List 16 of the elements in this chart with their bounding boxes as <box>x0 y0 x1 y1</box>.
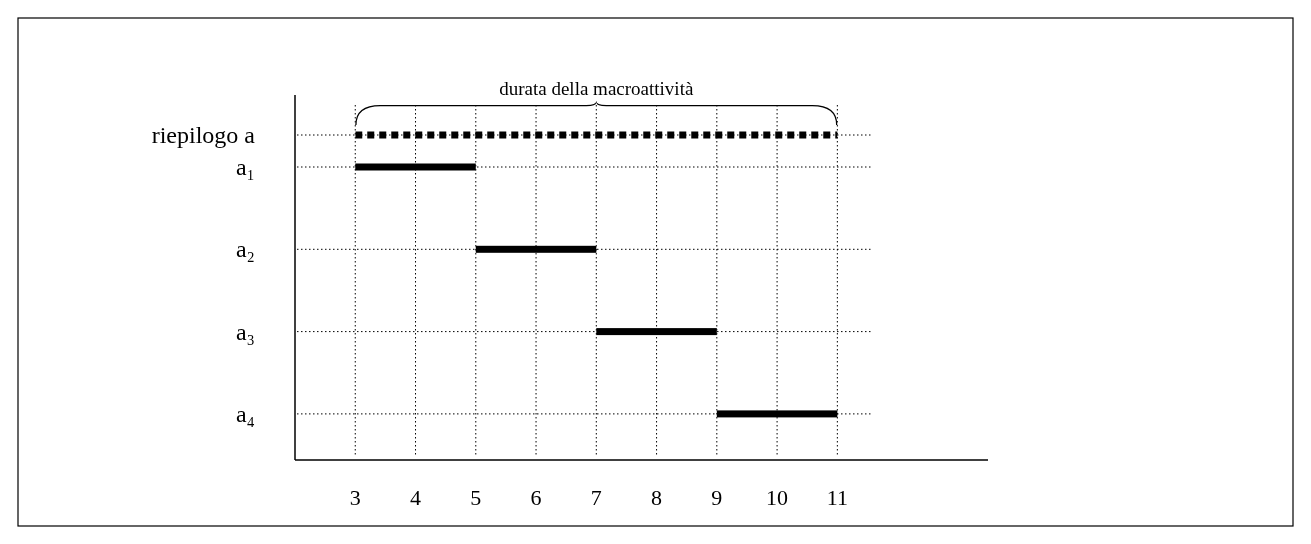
x-tick-label: 11 <box>826 485 848 510</box>
y-tick-label: riepilogo a <box>151 122 256 148</box>
y-tick-label: a₂ <box>235 236 255 263</box>
x-tick-label: 9 <box>711 485 723 510</box>
text: durata della macroattività <box>499 78 694 99</box>
x-tick-label: 3 <box>349 485 361 510</box>
x-tick-label: 8 <box>651 485 663 510</box>
x-tick-label: 10 <box>766 485 789 510</box>
x-tick-label: 6 <box>530 485 542 510</box>
x-tick-label: 4 <box>410 485 422 510</box>
y-tick-label: a₁ <box>235 154 255 180</box>
x-tick-label: 7 <box>590 485 602 510</box>
bar <box>355 131 838 139</box>
y-tick-label: a₃ <box>235 318 255 345</box>
x-tick-label: 5 <box>470 485 482 510</box>
y-tick-label: a₄ <box>235 400 255 427</box>
